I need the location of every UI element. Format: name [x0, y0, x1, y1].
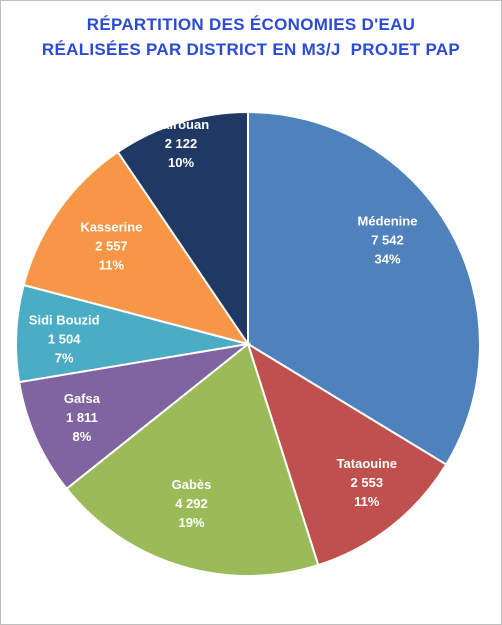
slice-label-percent-kasserine: 11% — [99, 258, 125, 273]
slice-label-percent-tataouine: 11% — [354, 494, 380, 509]
slice-label-value-tataouine: 2 553 — [351, 475, 384, 490]
slice-label-name-gabes: Gabès — [172, 477, 212, 492]
slice-label-name-kairouan: Kairouan — [153, 117, 209, 132]
slice-label-name-kasserine: Kasserine — [80, 220, 142, 235]
slice-label-value-kasserine: 2 557 — [95, 239, 128, 254]
slice-label-percent-sidi-bouzid: 7% — [55, 351, 74, 366]
slice-label-value-gafsa: 1 811 — [66, 410, 98, 425]
slice-label-percent-gafsa: 8% — [73, 429, 92, 444]
slice-label-value-sidi-bouzid: 1 504 — [48, 332, 81, 347]
slice-label-value-medenine: 7 542 — [371, 233, 404, 248]
slice-label-name-sidi-bouzid: Sidi Bouzid — [29, 313, 100, 328]
slice-label-name-gafsa: Gafsa — [64, 391, 101, 406]
slice-label-percent-medenine: 34% — [374, 252, 400, 267]
slice-label-percent-kairouan: 10% — [168, 155, 194, 170]
slice-label-value-kairouan: 2 122 — [165, 136, 198, 151]
slice-label-name-medenine: Médenine — [358, 214, 418, 229]
slice-label-percent-gabes: 19% — [178, 515, 204, 530]
slice-label-name-tataouine: Tataouine — [337, 456, 397, 471]
slice-label-value-gabes: 4 292 — [175, 496, 208, 511]
